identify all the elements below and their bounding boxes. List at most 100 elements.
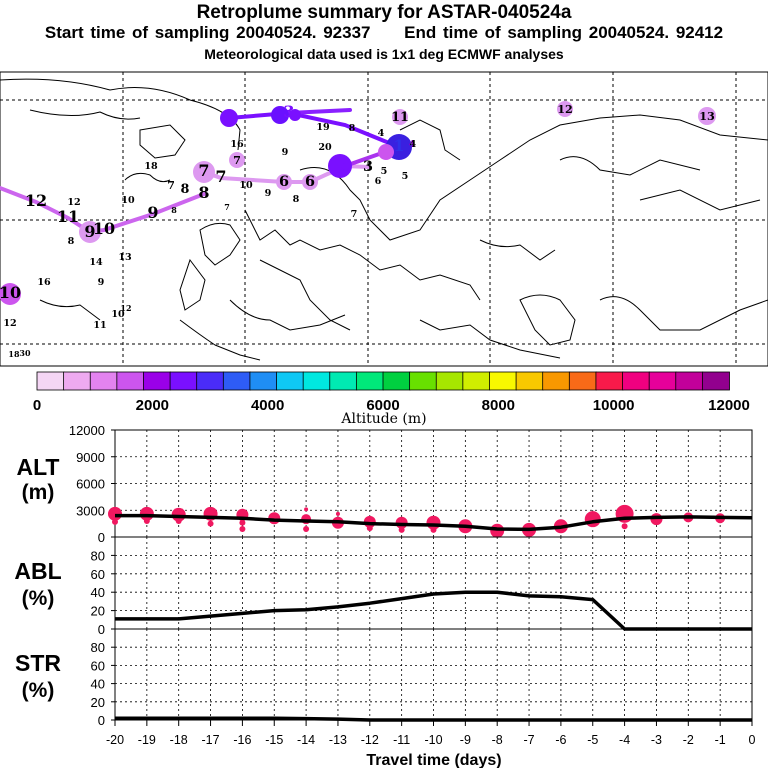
map-day-label: 12 — [120, 303, 131, 313]
map-day-label: 13 — [699, 109, 715, 123]
colorbar-tick-label: 2000 — [136, 397, 169, 414]
x-tick-label: -19 — [138, 733, 156, 747]
map-day-label: 10 — [0, 283, 21, 302]
map-day-label: 9 — [84, 222, 95, 241]
map-day-label: 8 — [181, 182, 190, 197]
x-axis-label: Travel time (days) — [366, 752, 501, 768]
colorbar-swatch — [36, 371, 65, 391]
map-day-label: 20 — [318, 142, 332, 153]
map-day-label: 6 — [305, 173, 315, 190]
colorbar-swatch — [222, 371, 251, 391]
y-tick-label: 20 — [91, 604, 105, 619]
x-tick-label: -9 — [460, 733, 471, 747]
map-day-label: 11 — [391, 110, 409, 125]
x-axis: -20 -19 -18 -17 -16 -15 -14 -13 -12 -11 -10 -9 -8 -7-… — [106, 720, 756, 768]
plume-circle — [392, 109, 408, 125]
x-tick-label: -16 — [233, 733, 251, 747]
altitude-point — [584, 511, 601, 528]
colorbar-swatch — [568, 371, 597, 391]
altitude-point — [143, 517, 150, 524]
map-day-label: 4 — [410, 139, 417, 150]
map-day-label: 18 — [8, 349, 20, 359]
axis-title: STR — [15, 650, 61, 676]
plume-circle — [328, 154, 352, 178]
colorbar-swatch — [435, 371, 464, 391]
altitude-point — [112, 518, 118, 525]
map-day-label: 14 — [89, 257, 103, 268]
y-tick-label: 20 — [91, 695, 105, 710]
axis-unit: (m) — [22, 481, 55, 504]
x-tick-label: -1 — [715, 733, 726, 747]
plume-circle — [193, 161, 215, 183]
colorbar-swatch — [382, 371, 411, 391]
map-day-label: 10 — [93, 219, 115, 238]
map-day-label: 7 — [198, 161, 209, 180]
plume-centroids — [0, 101, 716, 305]
x-tick-label: -10 — [424, 733, 442, 747]
x-tick-label: -3 — [651, 733, 662, 747]
y-tick-label: 0 — [98, 622, 105, 637]
axis-unit: (%) — [22, 587, 55, 610]
map-day-label: 7 — [351, 209, 358, 220]
altitude-point — [239, 519, 246, 526]
altitude-point — [430, 526, 437, 533]
x-tick-label: -7 — [523, 733, 534, 747]
map-day-label: 9 — [147, 203, 158, 222]
map-day-label: 3 — [283, 102, 294, 121]
altitude-point — [366, 525, 373, 532]
plume-circle — [289, 109, 301, 121]
x-tick-label: -5 — [587, 733, 598, 747]
colorbar-swatch — [595, 371, 624, 391]
y-tick-label: 60 — [91, 567, 105, 582]
map-day-label: 1 — [393, 136, 404, 155]
colorbar-swatch — [489, 371, 517, 391]
map-day-label: 8 — [171, 205, 177, 215]
map-day-label: 10 — [239, 180, 253, 191]
colorbar-swatch — [63, 371, 92, 391]
colorbar-swatch — [622, 371, 651, 391]
map-day-label: 4 — [409, 139, 416, 150]
colorbar-swatch — [462, 371, 491, 391]
map-day-label: 12 — [25, 191, 47, 210]
colorbar-swatch — [515, 371, 544, 391]
panel-str: 0 20 40 60 80 STR (%) — [15, 628, 753, 728]
y-tick-label: 0 — [98, 530, 105, 545]
map-day-label: 11 — [93, 320, 106, 331]
x-tick-label: -14 — [297, 733, 315, 747]
altitude-point — [304, 507, 309, 512]
colorbar-swatch — [355, 371, 384, 391]
map-day-label: 2 — [223, 107, 234, 126]
map-day-label: 9 — [265, 188, 272, 199]
map-day-label: 12 — [557, 102, 573, 116]
colorbar-swatch — [302, 371, 331, 391]
plume-circle — [378, 144, 394, 160]
axis-unit: (%) — [22, 679, 55, 702]
x-tick-label: -6 — [555, 733, 566, 747]
x-tick-label: -11 — [393, 733, 410, 747]
y-tick-label: 40 — [91, 677, 105, 692]
map-day-label: 8 — [198, 183, 209, 202]
altitude-point — [239, 525, 246, 532]
colorbar-tick-label: 0 — [33, 397, 41, 414]
plume-circle — [0, 283, 21, 305]
colorbar-swatch — [89, 371, 118, 391]
altitude-point — [108, 506, 122, 521]
colorbar-swatch — [169, 371, 198, 391]
y-tick-label: 9000 — [76, 450, 105, 465]
map-day-label: 8 — [293, 194, 300, 205]
colorbar-tick-label: 8000 — [482, 397, 515, 414]
x-tick-label: -8 — [492, 733, 503, 747]
colorbar-swatch — [116, 371, 145, 391]
plume-circle — [79, 221, 101, 243]
colorbar-swatch — [196, 371, 225, 391]
map-day-label: 12 — [3, 318, 16, 329]
coastlines — [0, 78, 768, 361]
x-tick-label: -2 — [683, 733, 694, 747]
colorbar-swatch — [701, 371, 730, 391]
map-day-label: 5 — [340, 157, 350, 174]
map-day-label: 5 — [381, 166, 388, 177]
map-day-label: 8 — [349, 123, 356, 134]
map-day-label: 5 — [402, 171, 409, 182]
